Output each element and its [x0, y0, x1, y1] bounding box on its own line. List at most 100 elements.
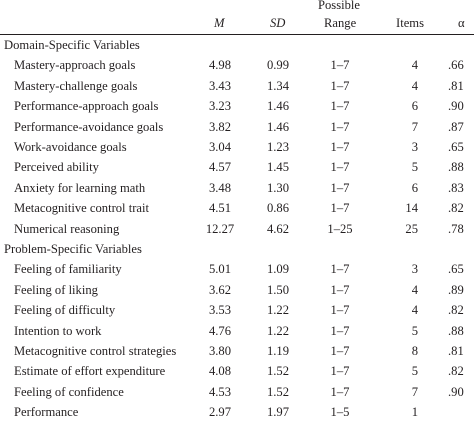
items-cell: 8: [411, 344, 418, 358]
range-cell: 1–7: [330, 201, 350, 216]
mean-cell: 3.82: [208, 119, 232, 134]
items-cell: 3: [411, 140, 418, 154]
range-cell: 1–7: [330, 99, 350, 114]
sd-cell: 1.50: [266, 282, 290, 297]
range-cell: 1–7: [330, 78, 350, 93]
range-cell: 1–7: [330, 384, 350, 399]
items-cell: 5: [411, 323, 418, 338]
alpha-cell: .87: [448, 119, 464, 134]
alpha-cell: .89: [448, 282, 464, 297]
sd-cell: 0.99: [266, 58, 290, 73]
mean-cell: 2.97: [208, 405, 232, 420]
section-title: Problem-Specific Variables: [4, 242, 142, 256]
table-row: Feeling of familiarity 5.01 1.09 1–7 3 .65: [0, 259, 474, 279]
range-cell: 1–7: [330, 160, 350, 175]
items-cell: 6: [411, 180, 418, 195]
range-cell: 1–7: [330, 58, 350, 73]
row-label: Work-avoidance goals: [14, 140, 127, 154]
row-label: Performance: [14, 405, 79, 420]
sd-cell: 1.45: [266, 160, 290, 175]
sd-cell: 1.19: [266, 344, 290, 358]
items-cell: 3: [411, 262, 418, 277]
table-row: Performance-approach goals 3.23 1.46 1–7 6 .9…: [0, 96, 474, 116]
table-row: Anxiety for learning math 3.48 1.30 1–7 6 .83: [0, 178, 474, 198]
sd-cell: 1.52: [266, 384, 290, 399]
sd-cell: 1.30: [266, 180, 290, 195]
sd-cell: 1.34: [266, 78, 290, 93]
mean-cell: 5.01: [208, 262, 232, 277]
mean-cell: 4.08: [208, 364, 232, 379]
alpha-cell: .65: [448, 140, 464, 154]
items-cell: 6: [411, 99, 418, 114]
row-label: Metacognitive control strategies: [14, 344, 177, 358]
sd-cell: 1.46: [266, 119, 290, 134]
row-label: Mastery-challenge goals: [14, 78, 138, 93]
table-row: Intention to work 4.76 1.22 1–7 5 .88: [0, 321, 474, 341]
alpha-cell: .90: [448, 99, 464, 114]
row-label: Feeling of familiarity: [14, 262, 122, 277]
range-cell: 1–7: [330, 323, 350, 338]
table-row: Performance-avoidance goals 3.82 1.46 1–7 7.…: [0, 117, 474, 137]
items-cell: 7: [411, 119, 418, 134]
header-range-top: Possible: [318, 0, 360, 12]
mean-cell: 3.80: [208, 344, 232, 358]
range-cell: 1–7: [330, 262, 350, 277]
items-cell: 4: [411, 282, 418, 297]
table-row: Feeling of liking 3.62 1.50 1–7 4 .89: [0, 280, 474, 300]
alpha-cell: .90: [448, 384, 464, 399]
alpha-cell: .82: [448, 364, 464, 379]
alpha-cell: .82: [448, 303, 464, 318]
row-label: Numerical reasoning: [14, 221, 120, 236]
alpha-cell: .88: [448, 160, 464, 175]
sd-cell: 1.09: [266, 262, 290, 277]
items-cell: 4: [411, 58, 418, 73]
table-row: Feeling of difficulty 3.53 1.22 1–7 4 .82: [0, 300, 474, 320]
header-range-bottom: Range: [324, 16, 357, 30]
table-row: Estimate of effort expenditure 4.08 1.52 1–…: [0, 361, 474, 381]
table-row: Perceived ability 4.57 1.45 1–7 5 .88: [0, 157, 474, 177]
alpha-cell: .66: [448, 58, 464, 73]
range-cell: 1–7: [330, 282, 350, 297]
range-cell: 1–7: [330, 140, 350, 154]
mean-cell: 4.76: [208, 323, 232, 338]
table-row: Metacognitive control trait 4.51 0.86 1–7 14…: [0, 198, 474, 218]
header-alpha: α: [458, 16, 465, 30]
range-cell: 1–7: [330, 180, 350, 195]
row-label: Estimate of effort expenditure: [14, 364, 166, 379]
row-label: Feeling of difficulty: [14, 303, 116, 318]
row-label: Feeling of confidence: [14, 384, 124, 399]
sd-cell: 0.86: [266, 201, 290, 216]
table-row: Mastery-approach goals 4.98 0.99 1–7 4 .66: [0, 55, 474, 75]
alpha-cell: .81: [448, 78, 464, 93]
sd-cell: 1.23: [266, 140, 290, 154]
items-cell: 4: [411, 78, 418, 93]
sd-cell: 1.22: [266, 303, 290, 318]
alpha-cell: .82: [448, 201, 464, 216]
mean-cell: 3.53: [208, 303, 232, 318]
mean-cell: 12.27: [205, 221, 235, 236]
sd-cell: 1.22: [266, 323, 290, 338]
row-label: Feeling of liking: [14, 282, 98, 297]
sd-cell: 1.97: [266, 405, 290, 420]
row-label: Anxiety for learning math: [14, 180, 146, 195]
table-row: Work-avoidance goals 3.04 1.23 1–7 3 .65: [0, 137, 474, 157]
sd-cell: 1.46: [266, 99, 290, 114]
header-sd: SD: [270, 16, 286, 30]
alpha-cell: .78: [448, 221, 464, 236]
range-cell: 1–7: [330, 303, 350, 318]
section-row: Domain-Specific Variables: [0, 35, 474, 55]
section-row: Problem-Specific Variables: [0, 239, 474, 259]
mean-cell: 3.48: [208, 180, 232, 195]
alpha-cell: .81: [448, 344, 464, 358]
row-label: Mastery-approach goals: [14, 58, 136, 73]
header-m: M: [214, 16, 225, 30]
mean-cell: 3.04: [208, 140, 232, 154]
table-row: Mastery-challenge goals 3.43 1.34 1–7 4 .81: [0, 76, 474, 96]
items-cell: 7: [411, 384, 418, 399]
sd-cell: 4.62: [266, 221, 290, 236]
table-row: Feeling of confidence 4.53 1.52 1–7 7 .90: [0, 382, 474, 402]
mean-cell: 4.51: [208, 201, 232, 216]
range-cell: 1–7: [330, 364, 350, 379]
range-cell: 1–7: [330, 119, 350, 134]
